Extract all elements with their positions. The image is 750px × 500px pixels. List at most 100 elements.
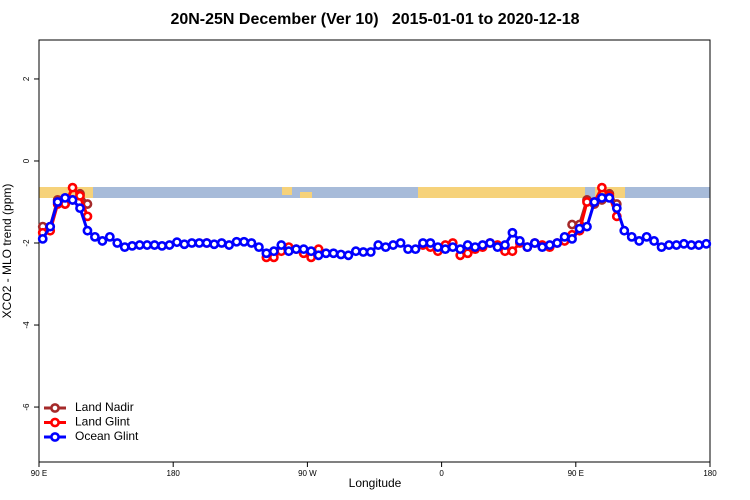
data-point	[582, 221, 592, 232]
data-point	[45, 221, 56, 232]
data-point	[90, 231, 100, 242]
plot-frame	[38, 39, 711, 463]
data-point	[388, 240, 399, 250]
data-point	[283, 246, 294, 257]
data-point	[514, 236, 525, 246]
data-point	[626, 231, 637, 242]
legend-label: Ocean Glint	[75, 429, 139, 443]
data-point	[350, 246, 361, 257]
data-point	[261, 248, 272, 259]
y-tick-label: -4	[22, 321, 31, 329]
data-point	[134, 240, 145, 250]
data-point	[216, 238, 227, 248]
data-point	[656, 242, 667, 253]
data-point	[313, 250, 324, 261]
legend-marker	[50, 432, 60, 442]
data-point	[440, 244, 451, 255]
data-point	[67, 195, 78, 205]
data-point	[37, 234, 48, 244]
data-point	[619, 225, 630, 236]
data-point	[328, 248, 339, 259]
data-point	[641, 231, 652, 242]
data-point	[231, 236, 242, 247]
data-point	[239, 236, 249, 247]
legend-marker	[50, 403, 60, 413]
data-point	[544, 240, 555, 250]
y-axis-label: XCO2 - MLO trend (ppm)	[0, 184, 14, 319]
y-tick-label: 2	[22, 76, 31, 81]
x-tick-label: 180	[703, 469, 717, 478]
y-tick-label: -2	[22, 239, 31, 247]
series-line	[42, 192, 619, 229]
x-tick-label: 90 W	[298, 469, 317, 478]
data-point	[60, 192, 70, 203]
data-point	[321, 248, 331, 259]
data-point	[343, 250, 354, 261]
data-point	[596, 182, 607, 193]
data-point	[157, 240, 167, 251]
data-point	[291, 244, 302, 255]
data-point	[276, 240, 287, 250]
data-point	[410, 244, 421, 255]
data-point	[365, 247, 376, 257]
data-point	[52, 197, 63, 207]
data-point	[574, 223, 585, 234]
data-point	[693, 240, 704, 250]
data-point	[395, 238, 406, 248]
data-point	[671, 240, 682, 250]
data-point	[582, 197, 592, 207]
y-tick-label: 0	[22, 158, 31, 163]
data-point	[254, 242, 264, 253]
data-point	[470, 242, 481, 253]
data-point	[567, 219, 577, 230]
data-point	[104, 231, 115, 242]
data-point	[507, 227, 518, 238]
x-tick-label: 180	[167, 469, 181, 478]
data-point	[611, 203, 622, 214]
data-point	[596, 192, 607, 203]
data-point	[127, 240, 138, 251]
data-point	[589, 197, 600, 207]
data-point	[119, 242, 130, 253]
data-point	[246, 238, 257, 248]
data-point	[149, 240, 160, 250]
x-axis-label: Longitude	[349, 476, 402, 490]
data-point	[358, 247, 369, 257]
data-point	[537, 242, 548, 253]
data-point	[194, 238, 205, 248]
x-tick-label: 0	[439, 469, 444, 478]
data-point	[172, 237, 182, 248]
data-point	[485, 238, 495, 248]
data-point	[425, 238, 436, 248]
data-point	[75, 190, 85, 201]
data-point	[373, 240, 384, 250]
data-point	[418, 238, 428, 248]
data-point	[552, 238, 563, 248]
legend-label: Land Nadir	[75, 400, 134, 414]
data-point	[298, 244, 309, 255]
data-point	[186, 238, 197, 248]
data-point	[649, 236, 659, 246]
y-tick-label: -6	[22, 403, 31, 411]
chart-title: 20N-25N December (Ver 10) 2015-01-01 to …	[170, 11, 579, 28]
data-point	[336, 249, 346, 260]
x-tick-label: 90 E	[568, 469, 584, 478]
data-point	[224, 240, 235, 250]
legend-marker	[50, 417, 60, 428]
data-point	[686, 240, 697, 250]
data-point	[97, 236, 108, 246]
data-point	[522, 242, 533, 253]
data-point	[82, 225, 93, 236]
data-point	[500, 240, 510, 250]
data-point	[529, 238, 540, 248]
data-point	[634, 236, 645, 246]
data-point	[604, 192, 615, 203]
data-point	[306, 246, 317, 257]
data-point	[492, 242, 503, 253]
data-point	[142, 240, 153, 250]
data-point	[559, 231, 570, 242]
data-point	[701, 238, 712, 249]
data-point	[462, 248, 473, 259]
data-point	[432, 242, 443, 253]
